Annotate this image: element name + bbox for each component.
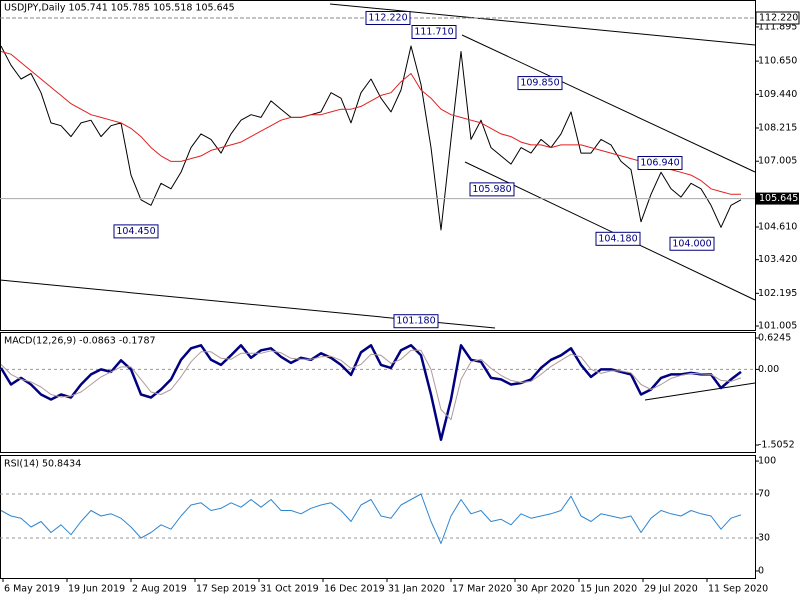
trend-line [461,34,756,173]
annotation-box [517,76,563,91]
series-line [0,51,741,195]
chart-title: USDJPY,Daily 105.741 105.785 105.518 105… [4,3,235,14]
main-panel [0,0,756,331]
y-tick-label: 110.650 [758,56,797,67]
y-tick-label: 108.215 [758,122,797,133]
annotation-box [637,156,683,171]
y-tick-label: 111.895 [758,21,797,32]
level-box [755,11,800,25]
annotation-label: 104.450 [116,226,155,237]
annotation-label: 112.220 [368,12,407,23]
annotation-box [365,10,411,25]
x-tick-label: 19 Jun 2019 [68,584,125,595]
annotation-label: 109.850 [520,78,559,89]
annotation-box [411,24,457,39]
x-tick-label: 6 May 2019 [4,584,60,595]
y-tick-label: 30 [758,532,770,543]
current-box [756,192,799,205]
y-tick-label: -1.5052 [758,440,795,451]
annotation-label: 111.710 [414,26,453,37]
y-tick-label: 0.6245 [758,333,791,344]
x-tick-label: 15 Jun 2020 [580,584,637,595]
annotation-box [595,231,641,246]
current-label: 105.645 [759,193,798,204]
level-label: 112.220 [759,12,798,23]
x-tick-label: 11 Sep 2020 [708,584,768,595]
annotation-label: 106.940 [640,158,679,169]
y-tick-label: 0 [758,565,764,576]
annotation-label: 105.980 [472,184,511,195]
trend-line [644,382,756,401]
annotation-box [469,182,515,197]
y-tick-label: 103.420 [758,254,797,265]
y-tick-label: 107.005 [758,156,797,167]
trend-line [329,3,756,46]
annotation-box [393,314,439,329]
rsi-title: RSI(14) 50.8434 [4,459,81,470]
y-tick-label: 109.440 [758,89,797,100]
y-tick-label: 101.005 [758,321,797,332]
annotation-box [113,224,159,239]
annotation-label: 104.000 [672,238,711,249]
series-line [0,349,742,421]
macd-panel [0,332,756,453]
x-tick-label: 17 Mar 2020 [452,584,512,595]
series-line [0,493,742,544]
x-tick-label: 29 Jul 2020 [644,584,698,595]
rsi-panel [0,455,756,579]
y-tick-label: 70 [758,489,770,500]
x-tick-label: 31 Jan 2020 [388,584,445,595]
y-tick-label: 100 [758,456,776,467]
series-line [0,45,742,231]
y-tick-label: 104.610 [758,222,797,233]
annotation-label: 104.180 [598,233,637,244]
x-tick-label: 30 Apr 2020 [516,584,575,595]
x-tick-label: 17 Sep 2019 [196,584,256,595]
series-line [0,344,742,441]
y-tick-label: 0.00 [758,364,779,375]
x-tick-label: 2 Aug 2019 [132,584,187,595]
annotation-label: 101.180 [396,316,435,327]
annotation-box [669,236,715,251]
x-tick-label: 31 Oct 2019 [260,584,319,595]
macd-title: MACD(12,26,9) -0.0863 -0.1787 [4,336,156,347]
y-tick-label: 102.195 [758,288,797,299]
x-tick-label: 16 Dec 2019 [324,584,385,595]
